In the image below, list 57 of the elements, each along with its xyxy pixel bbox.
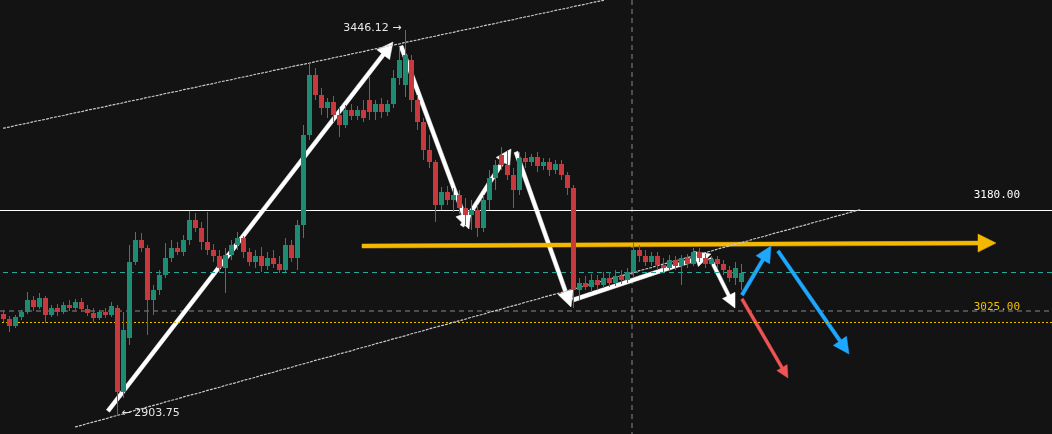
candlestick — [469, 199, 474, 231]
candlestick — [223, 247, 228, 294]
candlestick — [169, 239, 174, 263]
candlestick — [511, 167, 516, 209]
annotation: 3025.00 — [973, 299, 1020, 313]
candlestick — [463, 197, 468, 226]
candlestick — [43, 295, 48, 324]
candlestick — [343, 104, 348, 129]
candlestick — [565, 171, 570, 196]
candlestick — [457, 189, 462, 215]
candlestick — [319, 87, 324, 116]
candlestick — [181, 234, 186, 257]
candlestick — [217, 249, 222, 274]
candlestick — [187, 210, 192, 246]
candlestick — [577, 277, 582, 301]
candlestick — [337, 107, 342, 138]
candlestick — [439, 186, 444, 211]
candlestick — [25, 291, 30, 315]
candlestick — [559, 159, 564, 181]
candlestick — [133, 231, 138, 266]
candlestick — [631, 242, 636, 279]
candlestick — [157, 269, 162, 296]
candlestick — [205, 211, 210, 256]
candlestick — [241, 235, 246, 259]
candlestick — [547, 157, 552, 177]
candlestick — [253, 249, 258, 269]
candlestick — [505, 149, 510, 181]
candlestick — [373, 99, 378, 121]
candlestick — [163, 242, 168, 279]
candlestick — [691, 247, 696, 267]
candlestick — [451, 187, 456, 213]
candlestick — [271, 249, 276, 269]
annotation: 3180.00 — [973, 187, 1020, 201]
candlestick — [589, 273, 594, 293]
candlestick — [535, 151, 540, 173]
candlestick — [445, 185, 450, 206]
candlestick — [331, 95, 336, 123]
candlestick — [415, 94, 420, 131]
candlestick — [289, 239, 294, 263]
candlestick — [229, 239, 234, 261]
candlestick — [313, 67, 318, 101]
candlestick — [247, 247, 252, 267]
candlestick — [259, 246, 264, 273]
candlestick — [679, 254, 684, 286]
candlestick — [151, 284, 156, 316]
candlestick — [487, 169, 492, 211]
candlestick — [211, 243, 216, 263]
candlestick — [427, 134, 432, 169]
candlestick — [379, 97, 384, 119]
candlestick — [325, 97, 330, 119]
candlestick — [475, 204, 480, 238]
candlestick — [499, 146, 504, 171]
candlestick — [493, 159, 498, 191]
candlestick — [193, 212, 198, 233]
candlestick — [199, 221, 204, 251]
candlestick — [139, 232, 144, 253]
annotation: 3446.12 → — [343, 21, 402, 34]
